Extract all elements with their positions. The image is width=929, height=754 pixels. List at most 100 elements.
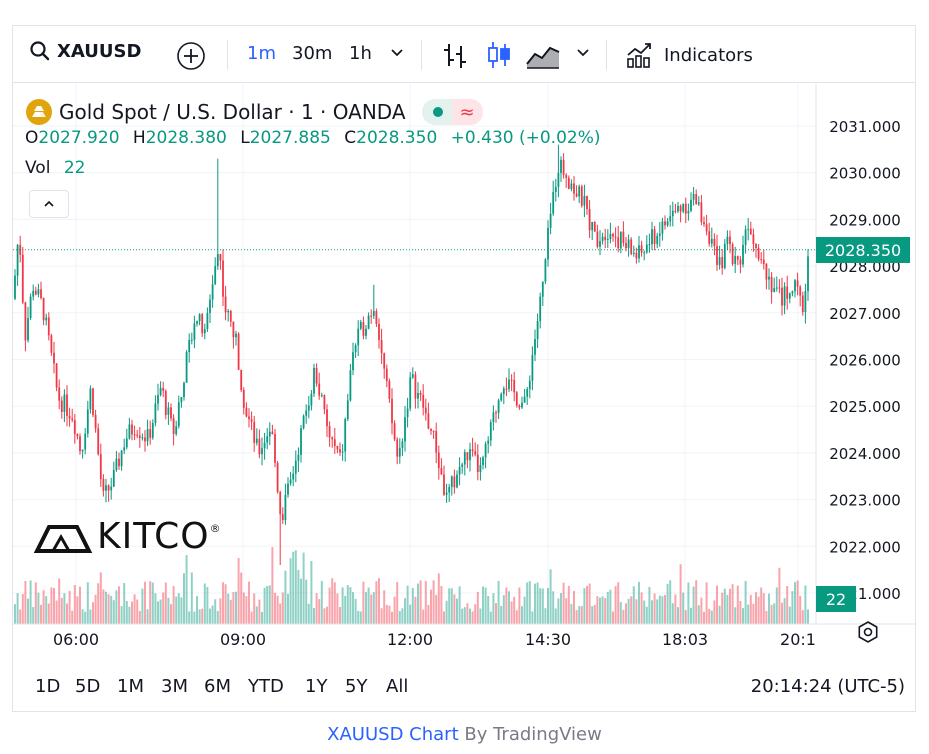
range-5d[interactable]: 5D xyxy=(75,676,101,697)
volume-bar xyxy=(695,580,698,624)
candle-body xyxy=(125,438,128,448)
symbol-search[interactable]: XAUUSD xyxy=(29,40,141,62)
candle-body xyxy=(115,458,118,471)
volume-bar xyxy=(159,599,162,624)
symbol-title[interactable]: Gold Spot / U.S. Dollar · 1 · OANDA xyxy=(59,100,406,124)
candle-body xyxy=(760,259,763,261)
price-chart[interactable]: 2031.0002030.0002029.0002028.0002027.000… xyxy=(13,84,915,664)
range-1m[interactable]: 1M xyxy=(117,676,144,697)
candle-body xyxy=(593,221,596,232)
range-all[interactable]: All xyxy=(386,676,409,697)
candle-body xyxy=(42,298,45,321)
volume-bar xyxy=(170,604,172,624)
range-3m[interactable]: 3M xyxy=(161,676,188,697)
market-status[interactable]: ≈ xyxy=(421,99,483,125)
candle-body xyxy=(612,233,614,237)
bottom-toolbar: 1D 5D 1M 3M 6M YTD 1Y 5Y All 20:14:24 (U… xyxy=(13,666,915,712)
volume-bar xyxy=(284,570,287,624)
bar-chart-type-button[interactable] xyxy=(441,40,469,70)
candle-body xyxy=(240,369,243,390)
candle-body xyxy=(120,450,123,467)
volume-bar xyxy=(289,558,292,624)
candle-body xyxy=(315,367,318,384)
settings-button[interactable] xyxy=(856,620,880,644)
time-tick-label: 14:30 xyxy=(525,630,571,649)
collapse-legend-button[interactable] xyxy=(29,190,69,218)
candle-body xyxy=(736,256,739,260)
volume-bar xyxy=(690,607,692,624)
compare-button[interactable] xyxy=(176,41,206,71)
volume-bar xyxy=(742,608,744,624)
volume-bar xyxy=(37,592,40,624)
candle-body xyxy=(84,433,87,450)
volume-bar xyxy=(539,588,542,624)
volume-bar xyxy=(112,600,115,624)
candle-body xyxy=(656,235,659,245)
candles-chart-type-button[interactable] xyxy=(485,40,513,70)
chart-type-dropdown[interactable] xyxy=(575,46,591,60)
candle-body xyxy=(45,317,48,321)
interval-30m[interactable]: 30m xyxy=(292,43,332,64)
interval-1m[interactable]: 1m xyxy=(247,43,276,64)
candle-body xyxy=(123,447,126,451)
range-1y[interactable]: 1Y xyxy=(305,676,328,697)
range-ytd[interactable]: YTD xyxy=(248,676,284,697)
volume-bar xyxy=(640,592,643,624)
candle-body xyxy=(549,213,552,228)
candle-body xyxy=(255,438,258,443)
candle-body xyxy=(175,426,178,435)
candle-body xyxy=(411,374,414,378)
volume-bar xyxy=(393,596,396,624)
volume-bar xyxy=(203,583,206,624)
candle-body xyxy=(172,418,175,435)
footer-chart-link[interactable]: XAUUSD Chart xyxy=(327,724,459,745)
range-1d[interactable]: 1D xyxy=(35,676,61,697)
candle-body xyxy=(781,287,783,306)
volume-bar xyxy=(333,582,336,624)
area-chart-type-button[interactable] xyxy=(525,40,561,70)
indicators-button[interactable]: Indicators xyxy=(626,41,753,69)
volume-bar xyxy=(791,591,794,624)
indicators-icon xyxy=(627,43,651,68)
volume-bar xyxy=(453,594,456,624)
registered-mark-icon: ® xyxy=(209,522,221,535)
candle-body xyxy=(102,479,105,491)
volume-bar xyxy=(505,587,508,624)
candle-body xyxy=(34,290,37,295)
candle-body xyxy=(97,428,100,455)
volume-bar xyxy=(497,580,500,624)
volume-bar xyxy=(188,611,191,624)
interval-1h[interactable]: 1h xyxy=(349,43,372,64)
candle-body xyxy=(365,328,367,336)
candle-body xyxy=(138,435,141,438)
candle-body xyxy=(393,423,396,440)
candle-body xyxy=(284,494,287,521)
candle-body xyxy=(92,388,94,415)
candle-body xyxy=(632,252,635,254)
volume-bar xyxy=(339,607,341,624)
volume-bar xyxy=(729,588,731,624)
volume-bar xyxy=(500,605,503,624)
timezone-clock[interactable]: 20:14:24 (UTC-5) xyxy=(750,676,905,697)
candle-body xyxy=(190,339,193,341)
range-5y[interactable]: 5Y xyxy=(345,676,368,697)
low-label: L xyxy=(240,128,250,148)
candle-body xyxy=(648,244,651,246)
footer-by-tradingview[interactable]: By TradingView xyxy=(464,724,602,745)
candle-body xyxy=(336,445,339,450)
range-6m[interactable]: 6M xyxy=(204,676,231,697)
volume-bar xyxy=(796,580,799,624)
candle-body xyxy=(463,452,466,465)
interval-dropdown[interactable] xyxy=(389,46,405,60)
volume-bar xyxy=(318,599,321,624)
volume-bar xyxy=(50,587,53,624)
candle-body xyxy=(339,449,341,453)
chart-pane[interactable]: 2031.000 2030.000 2029.000 2028.000 2027.000… xyxy=(13,84,915,664)
candle-body xyxy=(695,194,698,205)
volume-bar xyxy=(302,552,305,624)
candle-body xyxy=(107,485,110,491)
candle-body xyxy=(505,388,508,390)
candle-body xyxy=(531,354,534,381)
volume-bar xyxy=(609,589,612,624)
candle-body xyxy=(443,474,445,495)
